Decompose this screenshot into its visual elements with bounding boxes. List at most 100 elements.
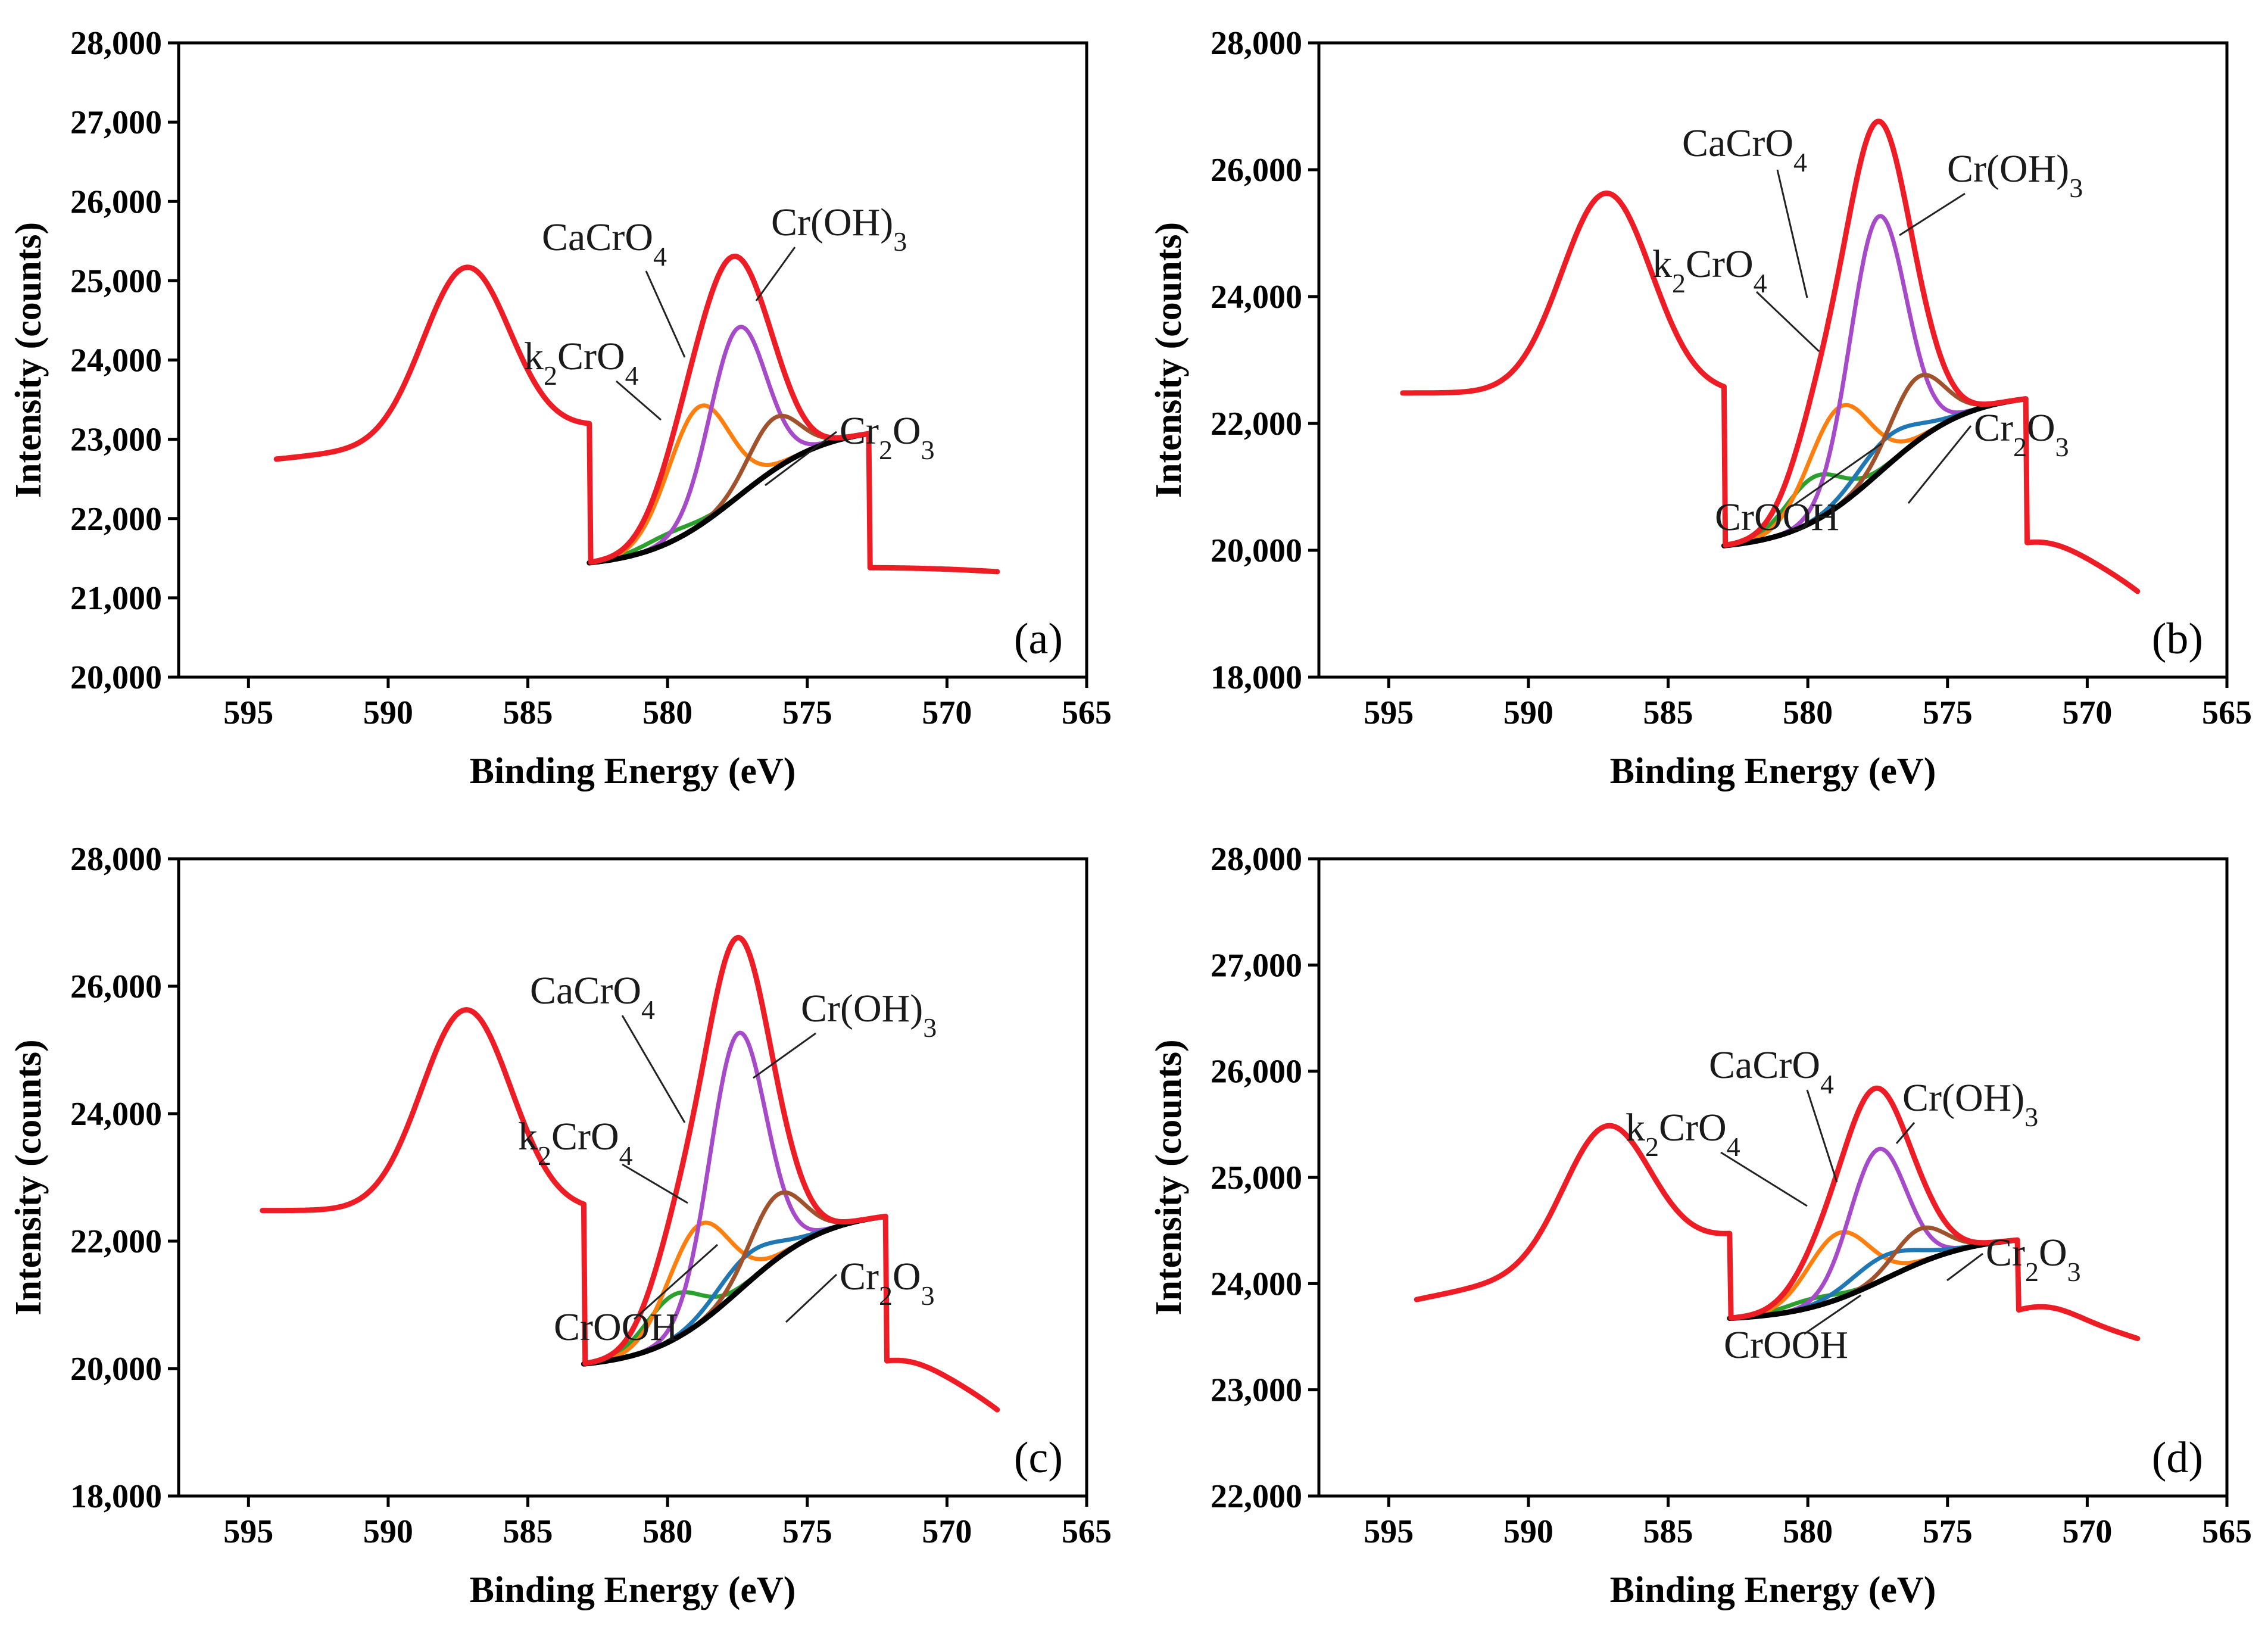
- y-tick-label: 28,000: [70, 25, 162, 62]
- x-tick-label: 590: [1503, 694, 1553, 731]
- annotation-subscript: 2: [2025, 1257, 2039, 1287]
- annotation-text: CrO: [551, 1115, 619, 1158]
- x-tick-label: 580: [1783, 694, 1833, 731]
- x-tick-label: 580: [642, 1513, 692, 1550]
- annotation-subscript: 3: [921, 435, 935, 465]
- x-tick-label: 595: [1364, 694, 1414, 731]
- leader-line: [621, 1015, 686, 1123]
- x-tick-label: 595: [1364, 1513, 1414, 1550]
- annotation-label: Cr2O3: [840, 1255, 935, 1311]
- annotation-label: k2CrO4: [518, 1115, 633, 1171]
- annotation-subscript: 3: [2024, 1102, 2038, 1132]
- y-tick-label: 25,000: [1211, 1160, 1302, 1196]
- x-tick-label: 575: [1923, 1513, 1973, 1550]
- x-tick-label: 585: [503, 1513, 553, 1550]
- x-tick-label: 580: [1783, 1513, 1833, 1550]
- annotation-subscript: 3: [2055, 432, 2069, 462]
- annotation-text: CaCrO: [1709, 1043, 1820, 1087]
- panel-label: (c): [1014, 1433, 1063, 1482]
- annotation-text: Cr: [1974, 406, 2013, 450]
- leader-line: [634, 1244, 718, 1320]
- y-axis-title: Intensity (counts): [1149, 1039, 1189, 1315]
- chart-panel-d: 595 590 585 580 575 570 565 22,000 23,000 24,000 2…: [1149, 841, 2252, 1610]
- annotation-label: CaCrO4: [530, 969, 655, 1025]
- annotation-subscript: 4: [653, 241, 667, 272]
- x-tick-label: 590: [363, 1513, 413, 1550]
- leader-line: [1804, 1294, 1861, 1335]
- annotation-label: Cr2O3: [840, 409, 935, 465]
- annotation-subscript: 4: [1754, 268, 1767, 298]
- annotation-label: CaCrO4: [1682, 121, 1807, 177]
- annotation-text: Cr(OH): [1902, 1076, 2024, 1120]
- plot-frame: [1317, 41, 2229, 679]
- y-tick-label: 21,000: [70, 580, 162, 617]
- y-tick-label: 20,000: [70, 659, 162, 696]
- annotation-subscript: 3: [2067, 1257, 2081, 1287]
- annotation-text: Cr: [840, 1255, 879, 1298]
- leader-line: [753, 1032, 816, 1079]
- leader-line: [1806, 1089, 1838, 1183]
- x-tick-label: 565: [2202, 1513, 2252, 1550]
- x-tick-label: 590: [1503, 1513, 1553, 1550]
- annotation-text: CaCrO: [530, 969, 641, 1012]
- leader-line: [1946, 1252, 1983, 1282]
- annotation-text: CrO: [1659, 1106, 1727, 1149]
- annotation-text: CaCrO: [1682, 121, 1793, 165]
- annotation-text: CrO: [1686, 242, 1754, 286]
- annotation-text: O: [2027, 406, 2055, 450]
- annotation-text: Cr: [840, 409, 879, 453]
- annotation-label: Cr(OH)3: [771, 201, 907, 257]
- x-tick-label: 590: [363, 694, 413, 731]
- leader-line: [622, 1163, 688, 1204]
- x-axis-title: Binding Energy (eV): [470, 751, 796, 791]
- annotation-label: CrOOH: [1715, 495, 1839, 539]
- annotation-subscript: 4: [1793, 147, 1807, 177]
- chart-panel-a: 595 590 585 580 575 570 565 20,000 21,000 22,000 2…: [8, 25, 1112, 791]
- y-tick-label: 28,000: [1211, 25, 1302, 62]
- x-axis-title: Binding Energy (eV): [1610, 751, 1936, 791]
- annotation-subscript: 3: [921, 1280, 935, 1311]
- leader-line: [755, 247, 796, 301]
- y-tick-label: 24,000: [1211, 279, 1302, 316]
- x-axis-title: Binding Energy (eV): [470, 1570, 796, 1610]
- envelope-curve: [260, 934, 1000, 1413]
- curves: [1400, 119, 2141, 594]
- annotation-label: CrOOH: [554, 1305, 678, 1349]
- panel-label: (a): [1014, 615, 1063, 663]
- x-tick-label: 575: [782, 1513, 832, 1550]
- annotation-label: k2CrO4: [524, 335, 639, 391]
- y-tick-label: 20,000: [70, 1351, 162, 1388]
- annotation-subscript: 2: [2013, 432, 2027, 462]
- y-tick-label: 23,000: [1211, 1372, 1302, 1409]
- annotation-subscript: 2: [879, 435, 893, 465]
- x-tick-label: 565: [1062, 1513, 1112, 1550]
- annotation-text: O: [893, 409, 921, 453]
- x-tick-label: 575: [1923, 694, 1973, 731]
- panel-label: (d): [2152, 1433, 2203, 1482]
- y-tick-label: 22,000: [1211, 406, 1302, 442]
- y-tick-label: 26,000: [1211, 152, 1302, 189]
- x-tick-label: 570: [922, 694, 972, 731]
- leader-line: [785, 1273, 838, 1323]
- annotation-label: k2CrO4: [1652, 242, 1767, 298]
- annotation-text: k: [524, 335, 544, 378]
- x-tick-label: 585: [1643, 694, 1693, 731]
- annotation-subscript: 2: [1645, 1132, 1659, 1162]
- annotation-text: Cr(OH): [801, 987, 923, 1030]
- y-tick-label: 28,000: [1211, 841, 1302, 878]
- component-curve-croh3: [1727, 1146, 2020, 1321]
- x-tick-label: 595: [223, 694, 273, 731]
- annotation-label: CrOOH: [1724, 1323, 1848, 1367]
- annotation-subscript: 3: [2069, 173, 2083, 203]
- annotation-subscript: 3: [923, 1012, 937, 1043]
- x-tick-label: 580: [642, 694, 692, 731]
- leader-line: [1899, 192, 1966, 236]
- y-tick-label: 26,000: [1211, 1054, 1302, 1090]
- annotation-label: Cr(OH)3: [801, 987, 937, 1043]
- leader-line: [645, 270, 686, 358]
- leader-line: [1755, 291, 1820, 353]
